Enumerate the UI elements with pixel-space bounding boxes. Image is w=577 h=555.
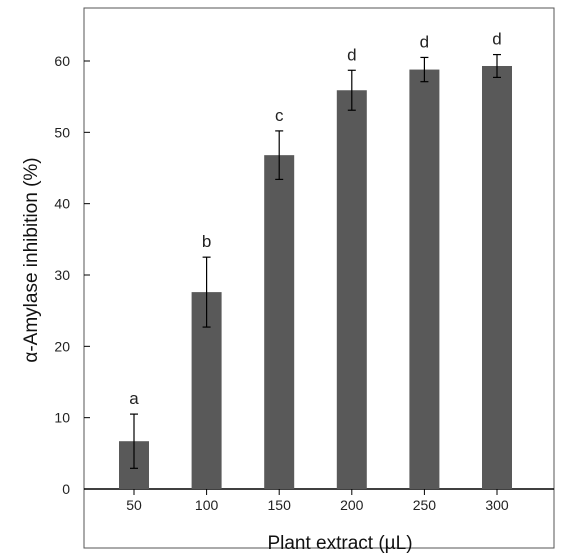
error-bars-group	[130, 53, 501, 469]
bar	[264, 155, 295, 489]
significance-label: c	[275, 106, 284, 125]
bars-group	[119, 65, 512, 489]
y-axis-title: α-Amylase inhibition (%)	[21, 157, 42, 362]
x-axis-ticks: 50 100 150 200 250 300	[126, 489, 509, 513]
y-tick-label: 60	[54, 53, 70, 69]
significance-label: a	[129, 389, 139, 408]
y-tick-label: 30	[54, 267, 70, 283]
bar	[482, 65, 512, 489]
y-tick-label: 0	[62, 481, 70, 497]
significance-label: b	[202, 232, 211, 251]
plot-frame	[83, 7, 555, 549]
significance-label: d	[420, 32, 429, 51]
bar	[409, 69, 440, 489]
y-tick-label: 10	[54, 410, 70, 426]
significance-label: d	[347, 45, 356, 64]
x-tick-label: 50	[126, 497, 142, 513]
x-tick-label: 150	[268, 497, 292, 513]
x-tick-label: 250	[413, 497, 437, 513]
y-tick-label: 40	[54, 196, 70, 212]
x-tick-label: 300	[485, 497, 509, 513]
y-tick-label: 20	[54, 338, 70, 354]
x-axis-title: Plant extract (µL)	[267, 533, 412, 554]
bar	[336, 90, 367, 489]
x-tick-label: 100	[195, 497, 219, 513]
y-tick-label: 50	[54, 124, 70, 140]
y-axis-ticks: 0 10 20 30 40 50 60	[54, 53, 90, 497]
significance-labels-group: a b c d d d	[129, 30, 501, 409]
x-tick-label: 200	[340, 497, 364, 513]
significance-label: d	[492, 30, 501, 49]
